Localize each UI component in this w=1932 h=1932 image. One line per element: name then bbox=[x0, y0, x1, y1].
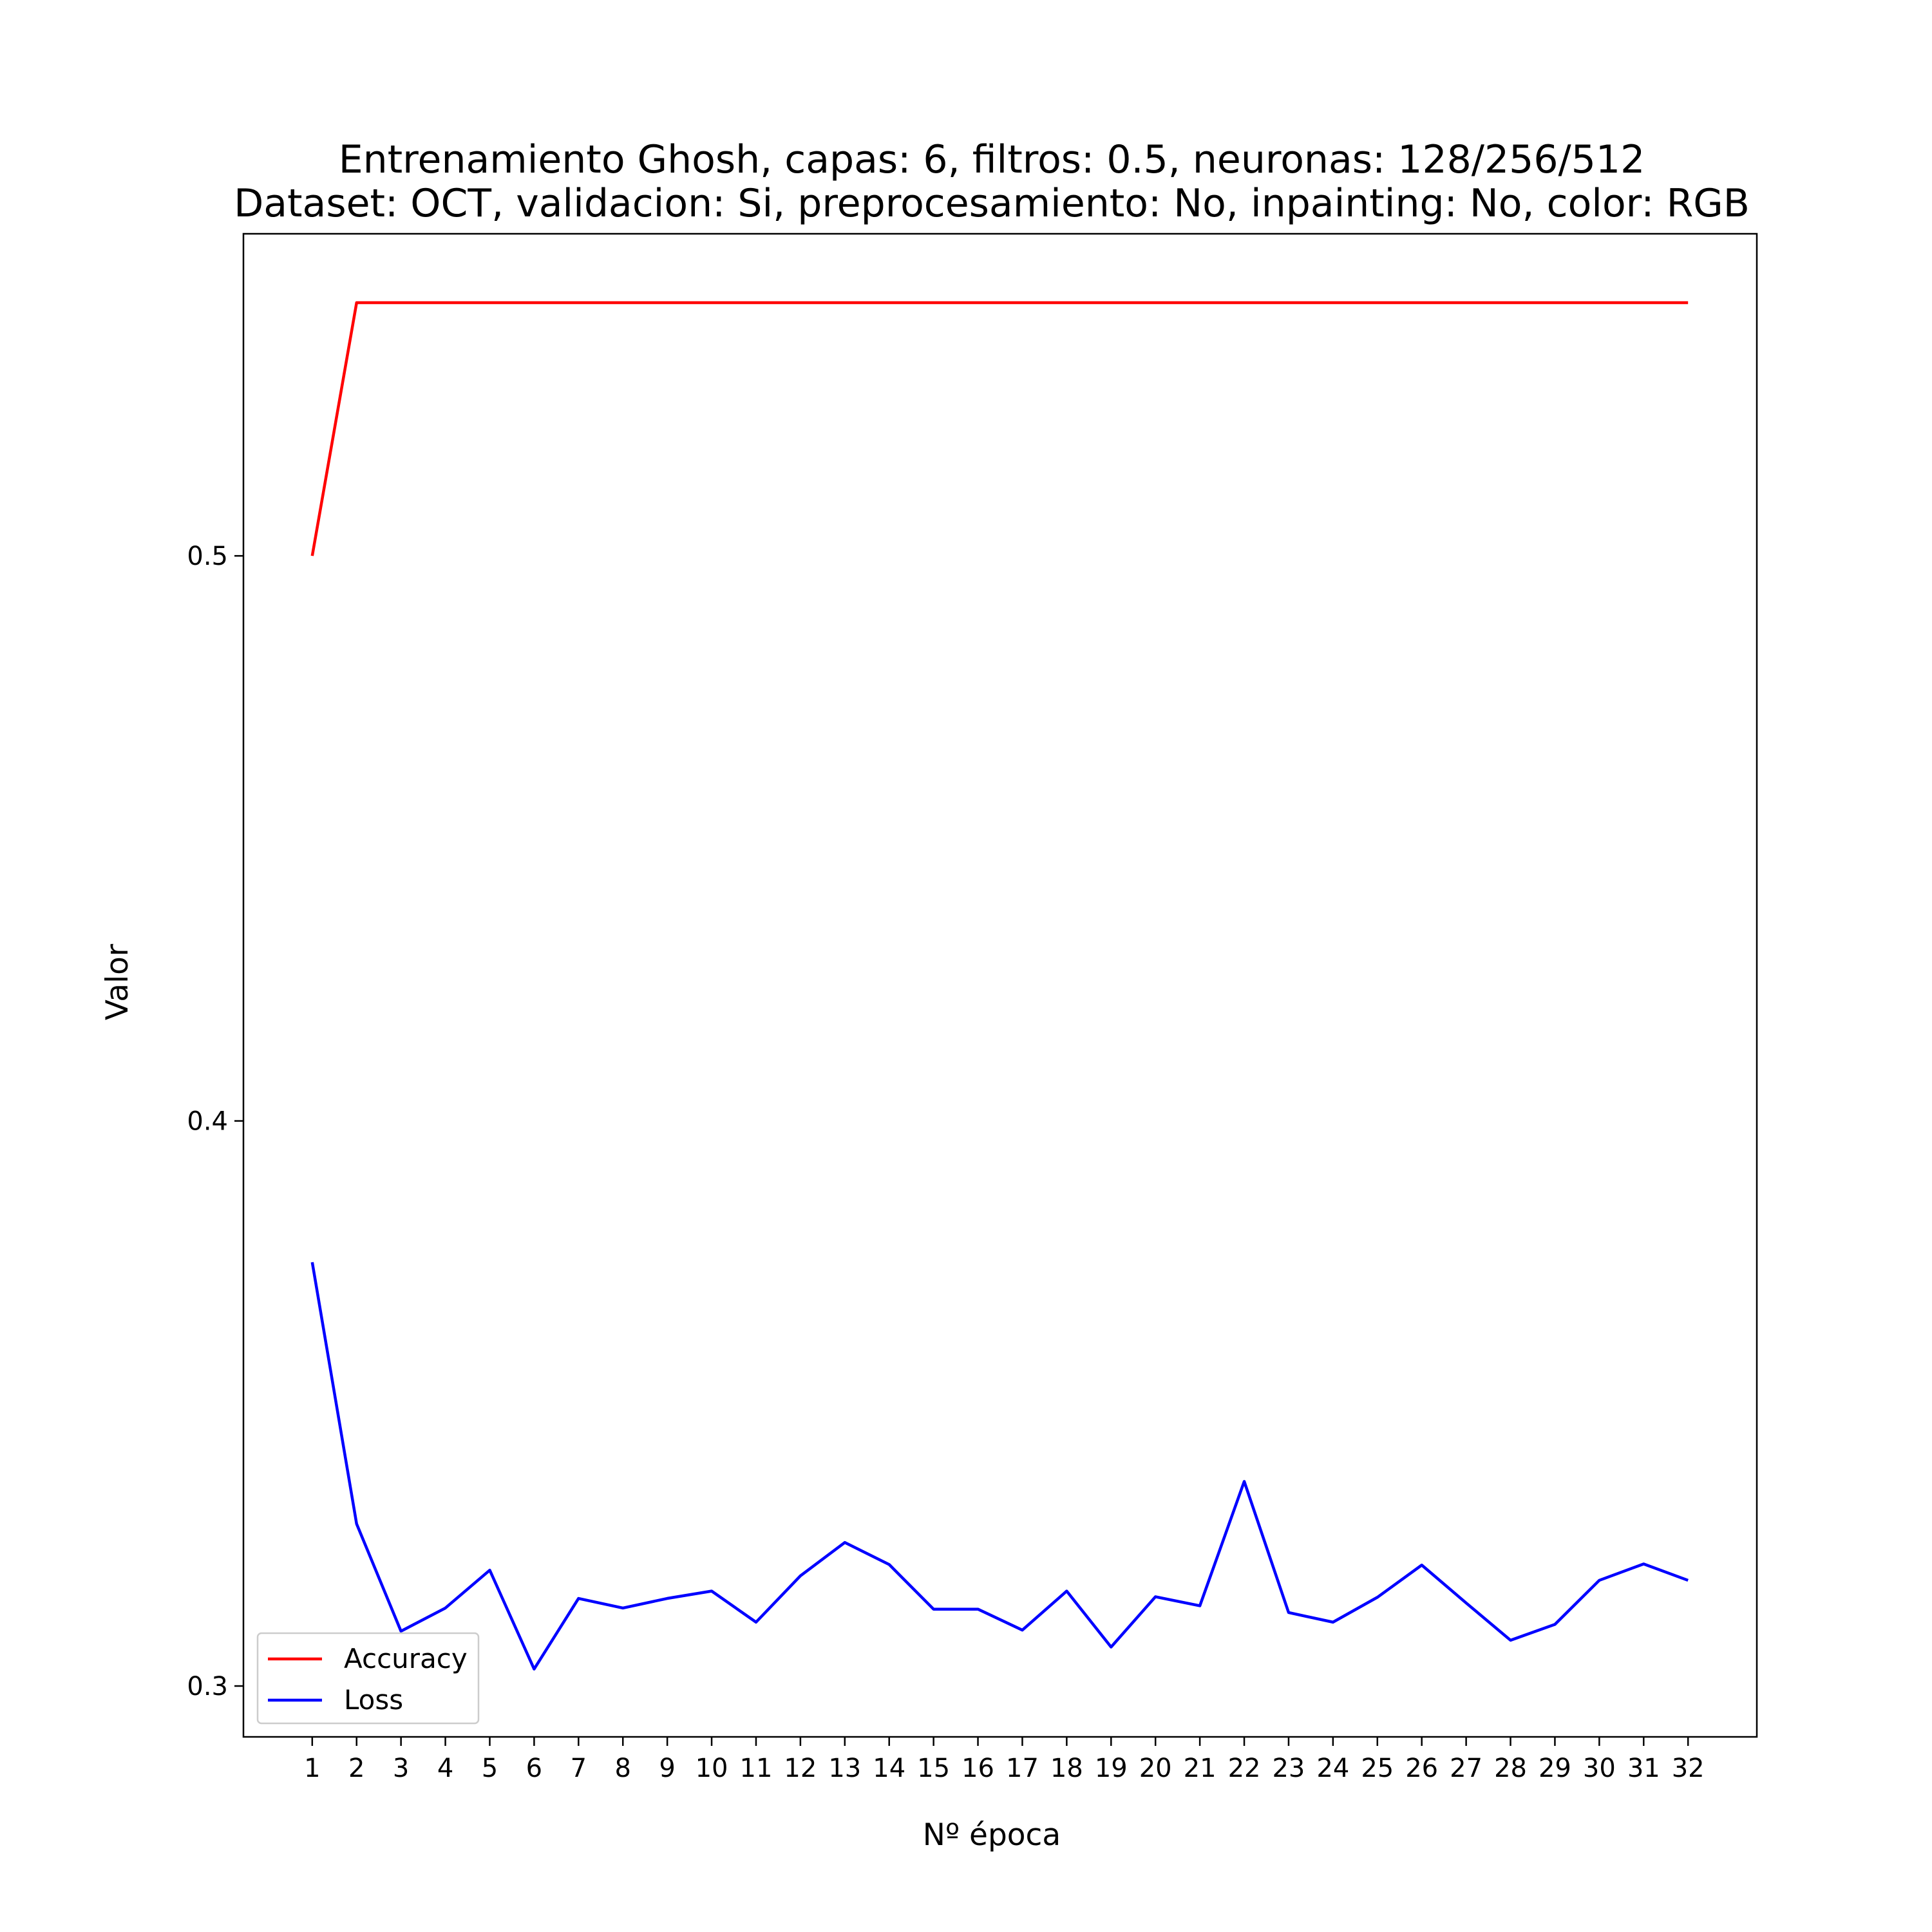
x-tick-label: 14 bbox=[873, 1754, 905, 1783]
x-tick-label: 32 bbox=[1672, 1754, 1705, 1783]
plot-frame bbox=[242, 232, 1758, 1738]
x-tick-label: 8 bbox=[614, 1754, 630, 1783]
x-tick-label: 9 bbox=[659, 1754, 675, 1783]
x-tick-label: 27 bbox=[1450, 1754, 1482, 1783]
chart-title: Entrenamiento Ghosh, capas: 6, filtros: … bbox=[339, 137, 1645, 182]
x-tick-label: 10 bbox=[696, 1754, 728, 1783]
x-tick-label: 22 bbox=[1228, 1754, 1261, 1783]
x-tick-label: 16 bbox=[961, 1754, 994, 1783]
series-line-accuracy bbox=[310, 301, 1689, 556]
x-tick-label: 5 bbox=[482, 1754, 498, 1783]
series-line-loss bbox=[310, 1262, 1689, 1671]
plot-area: 1 2 3 4 5 6 7 8 9 10 11 12 13 14 15 16 17 18 19 20 21 22 23 24 2… bbox=[187, 232, 1758, 1783]
y-tick-label: 0.3 bbox=[187, 1672, 228, 1701]
x-tick-label: 17 bbox=[1006, 1754, 1039, 1783]
x-tick-label: 21 bbox=[1184, 1754, 1217, 1783]
x-tick-label: 25 bbox=[1361, 1754, 1394, 1783]
x-tick-label: 29 bbox=[1539, 1754, 1571, 1783]
chart-subtitle: Dataset: OCT, validacion: Si, preprocesa… bbox=[234, 181, 1750, 226]
legend-label-accuracy: Accuracy bbox=[344, 1643, 468, 1674]
x-tick-label: 19 bbox=[1095, 1754, 1128, 1783]
x-tick-label: 30 bbox=[1583, 1754, 1616, 1783]
x-tick-label: 26 bbox=[1405, 1754, 1438, 1783]
y-axis-label: Valor bbox=[100, 943, 135, 1020]
x-tick-label: 18 bbox=[1050, 1754, 1083, 1783]
legend-label-loss: Loss bbox=[344, 1684, 403, 1716]
x-tick-label: 15 bbox=[917, 1754, 950, 1783]
legend: Accuracy Loss bbox=[256, 1632, 480, 1725]
y-tick-label: 0.5 bbox=[187, 542, 228, 571]
x-tick-label: 11 bbox=[740, 1754, 773, 1783]
x-tick-label: 13 bbox=[828, 1754, 861, 1783]
x-tick-label: 7 bbox=[571, 1754, 587, 1783]
x-tick-label: 24 bbox=[1316, 1754, 1349, 1783]
x-tick-label: 31 bbox=[1627, 1754, 1660, 1783]
x-tick-label: 2 bbox=[348, 1754, 365, 1783]
x-tick-label: 3 bbox=[393, 1754, 409, 1783]
y-tick-label: 0.4 bbox=[187, 1107, 228, 1137]
x-tick-label: 20 bbox=[1139, 1754, 1172, 1783]
x-tick-label: 23 bbox=[1272, 1754, 1305, 1783]
x-tick-label: 1 bbox=[304, 1754, 320, 1783]
x-axis-label: Nº época bbox=[923, 1817, 1061, 1853]
x-tick-label: 4 bbox=[437, 1754, 453, 1783]
x-tick-label: 6 bbox=[526, 1754, 542, 1783]
x-tick-label: 12 bbox=[784, 1754, 817, 1783]
x-tick-label: 28 bbox=[1494, 1754, 1527, 1783]
